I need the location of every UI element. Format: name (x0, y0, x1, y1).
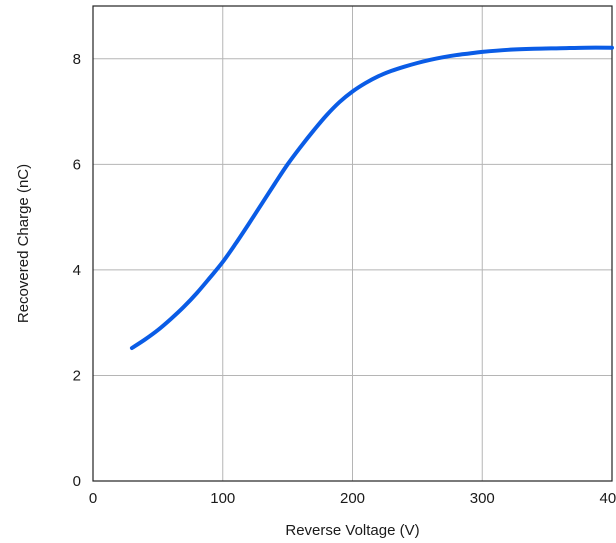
y-tick-label: 6 (73, 156, 81, 173)
y-tick-label: 8 (73, 51, 81, 68)
x-tick-label: 0 (89, 490, 97, 507)
x-tick-label: 300 (470, 490, 495, 507)
x-tick-label: 100 (210, 490, 235, 507)
plot-frame (92, 5, 613, 482)
y-axis-label: Recovered Charge (nC) (15, 164, 32, 323)
x-tick-label: 400 (599, 490, 616, 507)
y-tick-label: 2 (73, 367, 81, 384)
series-line-0 (129, 45, 614, 350)
x-axis-label: Reverse Voltage (V) (285, 522, 419, 539)
tick-labels: 0 100 200 300 400 0 2 4 6 8 (73, 51, 616, 507)
series-layer (129, 45, 614, 350)
grid (92, 6, 613, 482)
y-tick-label: 0 (73, 473, 81, 490)
y-tick-label: 4 (73, 262, 81, 279)
x-tick-label: 200 (340, 490, 365, 507)
